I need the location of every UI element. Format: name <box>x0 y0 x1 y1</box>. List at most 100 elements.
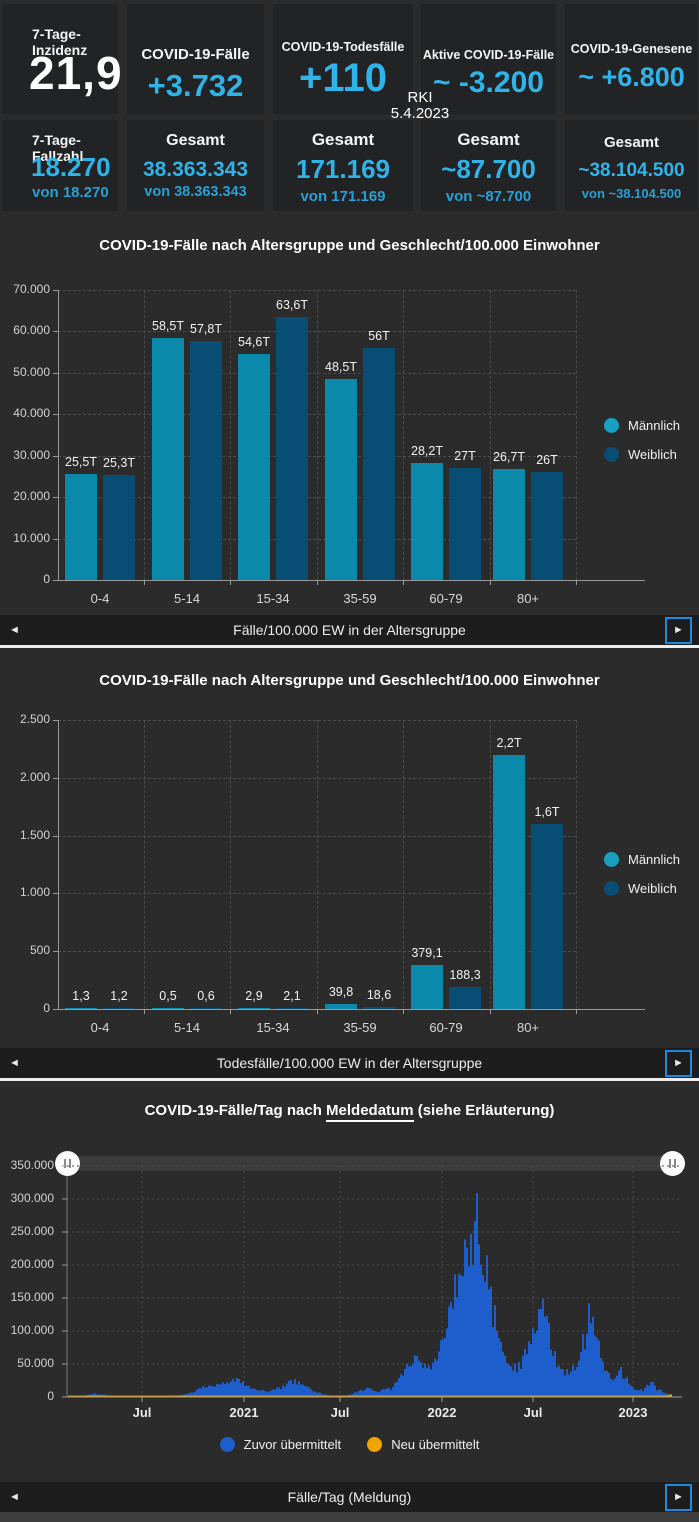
meldedatum-link[interactable]: Meldedatum <box>326 1102 414 1122</box>
y-axis-label: 50.000 <box>13 364 50 379</box>
y-axis-label: 50.000 <box>17 1356 54 1370</box>
chart-title: COVID-19-Fälle/Tag nach Meldedatum (sieh… <box>0 1102 699 1122</box>
y-axis-label: 0 <box>43 572 50 586</box>
legend-label: Männlich <box>628 418 681 433</box>
bar-weiblich[interactable] <box>531 824 563 1009</box>
y-axis-label: 350.000 <box>10 1158 54 1172</box>
card-label: Gesamt <box>311 130 375 149</box>
bar-value-label: 26T <box>536 453 558 468</box>
category-label: 0-4 <box>90 1020 110 1035</box>
bar-value-label: 58,5T <box>152 318 184 333</box>
x-axis-label: 2021 <box>229 1405 259 1420</box>
y-axis-label: 250.000 <box>10 1224 54 1238</box>
card-value: 38.363.343 <box>142 158 249 181</box>
y-axis-label: 150.000 <box>10 1290 54 1304</box>
bar-weiblich[interactable] <box>531 472 563 580</box>
y-axis-label: 0 <box>43 1001 50 1015</box>
caption-bar: Fälle/100.000 EW in der Altersgruppe ◄ ► <box>0 615 699 645</box>
y-axis-label: 300.000 <box>10 1191 54 1205</box>
category-label: 35-59 <box>343 1020 377 1035</box>
card-aktive-faelle: Aktive COVID-19-Fälle ~ -3.200 <box>421 4 556 114</box>
card-subvalue: von ~87.700 <box>445 188 532 205</box>
slider-right-handle-icon[interactable] <box>660 1151 685 1176</box>
x-axis-label: Jul <box>330 1405 350 1420</box>
bar-maennlich[interactable] <box>325 1004 357 1009</box>
card-label: Aktive COVID-19-Fälle <box>422 48 555 62</box>
bar-weiblich[interactable] <box>276 1007 308 1009</box>
category-tick <box>576 580 577 585</box>
category-label: 15-34 <box>256 1020 290 1035</box>
bar-maennlich[interactable] <box>238 1007 270 1009</box>
y-axis-label: 20.000 <box>13 489 50 504</box>
bar-maennlich[interactable] <box>152 1007 184 1009</box>
bar-maennlich[interactable] <box>411 463 443 580</box>
bar-maennlich[interactable] <box>493 754 525 1009</box>
chart-title: COVID-19-Fälle nach Altersgruppe und Ges… <box>99 237 600 254</box>
card-covid-genesene: COVID-19-Genesene ~ +6.800 <box>565 4 698 114</box>
y-axis-tick <box>53 951 58 953</box>
bar-maennlich[interactable] <box>152 337 184 580</box>
bar-weiblich[interactable] <box>363 1006 395 1009</box>
legend-item-maennlich: Männlich <box>604 852 680 867</box>
card-value: ~ +6.800 <box>578 62 685 92</box>
bar-weiblich[interactable] <box>190 1007 222 1009</box>
y-axis-label: 2.000 <box>19 769 50 784</box>
x-axis-label: 2023 <box>618 1405 648 1420</box>
x-grid-line <box>316 290 318 580</box>
category-tick <box>489 580 491 585</box>
y-axis-label: 200.000 <box>10 1257 54 1271</box>
y-axis-label: 1.000 <box>19 885 50 900</box>
bar-weiblich[interactable] <box>449 987 481 1009</box>
y-axis-tick <box>53 835 58 837</box>
bar-weiblich[interactable] <box>449 468 481 580</box>
card-label: Gesamt <box>166 132 225 149</box>
time-range-slider-track[interactable] <box>68 1156 680 1171</box>
card-subvalue: von 38.363.343 <box>144 184 247 200</box>
category-label: 80+ <box>516 591 540 606</box>
y-axis-tick <box>53 331 58 333</box>
x-grid-line <box>489 720 491 1009</box>
bar-weiblich[interactable] <box>190 340 222 580</box>
bar-weiblich[interactable] <box>103 1007 135 1009</box>
bar-maennlich[interactable] <box>493 469 525 580</box>
previous-chart-arrow-icon[interactable]: ◄ <box>9 1491 20 1503</box>
x-grid-line <box>489 290 491 580</box>
bar-weiblich[interactable] <box>103 475 135 580</box>
card-genesene-gesamt: Gesamt ~38.104.500 von ~38.104.500 <box>565 120 698 211</box>
previous-chart-arrow-icon[interactable]: ◄ <box>9 624 20 636</box>
previous-chart-arrow-icon[interactable]: ◄ <box>9 1057 20 1069</box>
y-axis-label: 40.000 <box>13 406 50 421</box>
watermark-source: RKI <box>407 89 433 106</box>
x-grid-line <box>576 290 577 580</box>
bar-weiblich[interactable] <box>363 348 395 580</box>
category-tick <box>489 1009 491 1014</box>
category-tick <box>143 580 145 585</box>
bar-value-label: 188,3 <box>449 968 481 983</box>
bar-maennlich[interactable] <box>65 1007 97 1009</box>
legend-label: Weiblich <box>628 881 677 896</box>
bar-value-label: 48,5T <box>325 360 357 375</box>
bar-maennlich[interactable] <box>325 379 357 580</box>
bar-maennlich[interactable] <box>411 965 443 1009</box>
category-tick <box>230 580 231 585</box>
next-chart-arrow-icon[interactable]: ► <box>665 1050 692 1077</box>
next-chart-arrow-icon[interactable]: ► <box>665 617 692 644</box>
bar-value-label: 28,2T <box>411 444 443 459</box>
bar-value-label: 25,5T <box>65 455 97 470</box>
x-grid-line <box>403 720 404 1009</box>
slider-left-handle-icon[interactable] <box>55 1151 80 1176</box>
bar-weiblich[interactable] <box>276 316 308 580</box>
category-label: 35-59 <box>343 591 377 606</box>
bar-maennlich[interactable] <box>65 474 97 580</box>
card-value: +110 <box>299 56 387 100</box>
bar-maennlich[interactable] <box>238 353 270 580</box>
next-chart-arrow-icon[interactable]: ► <box>665 1484 692 1511</box>
y-axis-tick <box>53 580 58 581</box>
x-axis-line <box>58 580 645 581</box>
daily-cases-svg[interactable] <box>0 1081 699 1512</box>
bar-value-label: 1,6T <box>534 805 560 820</box>
maennlich-swatch-icon <box>604 418 619 433</box>
bar-value-label: 379,1 <box>411 946 443 961</box>
category-label: 60-79 <box>429 591 463 606</box>
